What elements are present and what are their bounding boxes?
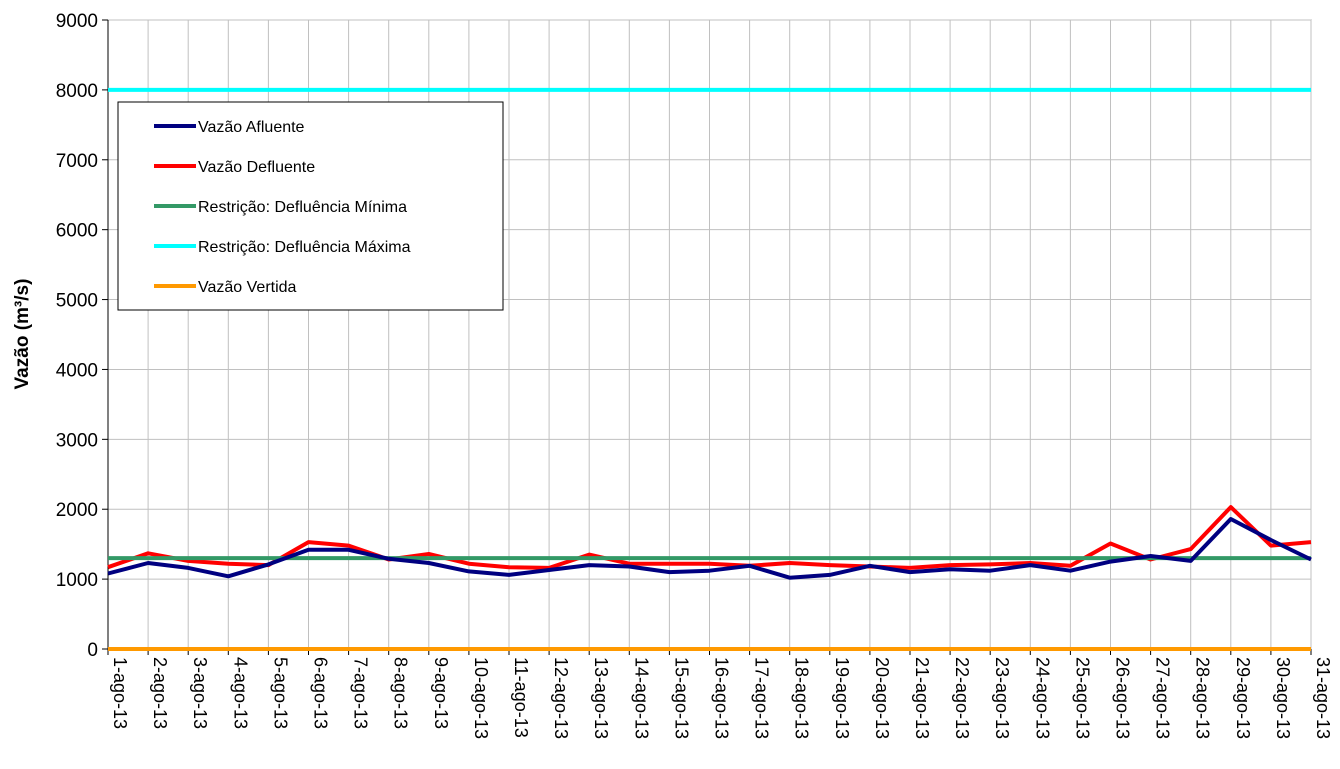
x-tick-label: 16-ago-13 xyxy=(712,657,732,739)
x-tick-label: 30-ago-13 xyxy=(1273,657,1293,739)
y-tick-label: 7000 xyxy=(56,151,98,172)
x-tick-label: 28-ago-13 xyxy=(1193,657,1213,739)
series-line-2 xyxy=(107,505,1312,570)
y-tick-label: 6000 xyxy=(56,221,98,242)
x-tick-label: 31-ago-13 xyxy=(1313,657,1333,739)
x-tick-label: 26-ago-13 xyxy=(1113,657,1133,739)
x-tick-label: 5-ago-13 xyxy=(270,657,290,729)
x-tick-label: 27-ago-13 xyxy=(1153,657,1173,739)
series-line-1 xyxy=(107,517,1312,580)
x-tick-label: 13-ago-13 xyxy=(591,657,611,739)
x-tick-label: 9-ago-13 xyxy=(431,657,451,729)
legend: Vazão Afluente Vazão Defluente Restrição: … xyxy=(117,101,504,311)
legend-label: Vazão Afluente xyxy=(198,119,305,136)
x-tick-label: 1-ago-13 xyxy=(110,657,130,729)
x-tick-label: 15-ago-13 xyxy=(671,657,691,739)
x-tick-label: 12-ago-13 xyxy=(551,657,571,739)
x-tick-label: 21-ago-13 xyxy=(912,657,932,739)
legend-label: Restrição: Defluência Mínima xyxy=(198,199,407,216)
x-tick-label: 6-ago-13 xyxy=(311,657,331,729)
x-tick-label: 11-ago-13 xyxy=(511,657,531,738)
x-tick-label: 14-ago-13 xyxy=(631,657,651,739)
x-tick-label: 18-ago-13 xyxy=(792,657,812,739)
x-tick-label: 2-ago-13 xyxy=(150,657,170,729)
x-tick-label: 20-ago-13 xyxy=(872,657,892,739)
x-tick-label: 17-ago-13 xyxy=(752,657,772,739)
x-tick-label: 4-ago-13 xyxy=(230,657,250,729)
y-tick-label: 0 xyxy=(87,640,98,661)
y-tick-label: 3000 xyxy=(56,430,98,451)
legend-label: Vazão Defluente xyxy=(198,159,315,176)
series-lines xyxy=(107,87,1312,651)
y-tick-label: 2000 xyxy=(56,500,98,521)
x-tick-label: 23-ago-13 xyxy=(992,657,1012,739)
legend-label: Restrição: Defluência Máxima xyxy=(198,239,411,256)
y-tick-label: 1000 xyxy=(56,570,98,591)
x-tick-label: 3-ago-13 xyxy=(190,657,210,729)
y-tick-label: 9000 xyxy=(56,11,98,32)
x-tick-label: 7-ago-13 xyxy=(351,657,371,729)
legend-label: Vazão Vertida xyxy=(198,279,297,296)
x-tick-label: 19-ago-13 xyxy=(832,657,852,739)
y-axis-label: Vazão (m³/s) xyxy=(12,279,33,390)
x-tick-label: 22-ago-13 xyxy=(952,657,972,739)
x-tick-label: 10-ago-13 xyxy=(471,657,491,739)
x-tick-label: 24-ago-13 xyxy=(1032,657,1052,739)
x-tick-label: 25-ago-13 xyxy=(1072,657,1092,739)
axes: 0 1000 2000 3000 4000 5000 6000 7000 8000 9000 1-a… xyxy=(56,11,1333,739)
y-tick-label: 5000 xyxy=(56,291,98,312)
y-tick-label: 8000 xyxy=(56,81,98,102)
x-tick-label: 8-ago-13 xyxy=(391,657,411,729)
y-tick-label: 4000 xyxy=(56,360,98,381)
x-tick-label: 29-ago-13 xyxy=(1233,657,1253,739)
